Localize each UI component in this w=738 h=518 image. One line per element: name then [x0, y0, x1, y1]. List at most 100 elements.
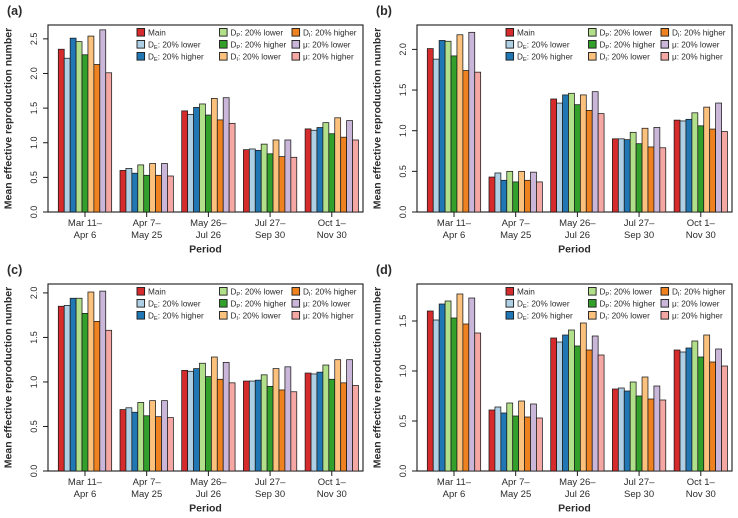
bar	[87, 35, 95, 213]
bar	[210, 356, 218, 472]
x-tick-label: Apr 7–	[133, 218, 162, 229]
bar	[612, 138, 619, 213]
bar	[623, 390, 631, 472]
bar	[494, 172, 502, 213]
bar	[629, 131, 637, 213]
bar	[322, 364, 330, 472]
bar	[131, 172, 139, 213]
legend-swatch	[219, 40, 228, 49]
bar	[530, 171, 537, 213]
bar	[426, 48, 434, 213]
bar	[149, 163, 156, 213]
x-tick-label: Jul 27–	[624, 477, 655, 488]
legend-swatch	[219, 52, 228, 61]
chart-b: (b) 0.0 0.5 1.0 1.5 2.0 Mean effective reprodu…	[372, 4, 733, 256]
bar	[346, 120, 353, 213]
x-tick-label: Mar 11–	[437, 218, 472, 229]
x-tick-label: Nov 30	[686, 489, 716, 500]
legend-swatch	[588, 40, 597, 49]
y-tick-label: 0.0	[29, 206, 39, 219]
legend-label: DE: 20% lower	[517, 299, 570, 310]
legend-swatch	[660, 28, 670, 37]
chart-a: (a) 0.0 0.5 1.0 1.5 2.0 2.5 Mean effective repr…	[3, 4, 364, 256]
bar	[617, 387, 625, 472]
y-axis: 0.0 0.5 1.0 1.5 2.0	[398, 43, 417, 218]
bar	[228, 122, 236, 213]
bar	[556, 341, 563, 472]
bar	[105, 329, 113, 472]
legend-label: μ: 20% lower	[303, 299, 351, 308]
legend-label: Main	[148, 28, 166, 37]
bar	[597, 354, 605, 472]
x-axis: Mar 11–Apr 6 Apr 7–May 25 May 26–Jul 26 Jul…	[437, 471, 716, 500]
bar	[75, 297, 83, 472]
legend-label: μ: 20% lower	[303, 40, 351, 49]
bar	[488, 176, 496, 213]
bar	[647, 146, 655, 213]
legend-label: DI: 20% higher	[672, 287, 726, 298]
legend-swatch	[588, 52, 597, 61]
y-tick-label: 1.0	[29, 376, 39, 389]
x-tick-label: May 25	[500, 230, 531, 241]
y-tick-label: 2.0	[398, 43, 408, 56]
x-tick-label: May 26–	[559, 218, 596, 229]
legend-swatch	[136, 28, 146, 37]
y-tick-label: 1.0	[398, 365, 408, 378]
bar	[161, 163, 168, 213]
x-tick-label: May 26–	[190, 218, 227, 229]
bar	[254, 149, 262, 213]
legend-swatch	[588, 299, 597, 308]
bar	[243, 149, 250, 213]
x-tick-label: May 25	[131, 230, 162, 241]
bar	[199, 103, 206, 213]
legend-swatch	[660, 52, 670, 61]
bar	[316, 127, 324, 213]
bar	[155, 416, 162, 472]
bar	[568, 92, 575, 213]
bar	[155, 174, 162, 213]
legend-label: DP: 20% lower	[600, 28, 653, 39]
legend-swatch	[136, 299, 146, 308]
x-tick-label: Jul 26	[196, 230, 221, 241]
bar	[260, 143, 268, 213]
x-tick-label: May 25	[500, 489, 531, 500]
bar	[518, 400, 525, 472]
y-tick-label: 0.5	[398, 415, 408, 428]
bar	[432, 319, 440, 472]
bar	[290, 156, 298, 213]
y-tick-label: 0.0	[29, 465, 39, 478]
bar	[574, 345, 581, 472]
legend-swatch	[291, 311, 301, 320]
x-tick-label: Apr 6	[443, 489, 466, 500]
y-axis: 0.0 0.5 1.0 1.5 2.0 2.5	[29, 33, 48, 219]
bar	[181, 110, 189, 213]
x-tick-label: Oct 1–	[318, 477, 347, 488]
bar	[612, 388, 619, 472]
legend-swatch	[505, 28, 515, 37]
y-axis-title: Mean effective reproduction number	[3, 28, 15, 209]
bar	[210, 98, 218, 213]
bar	[278, 156, 286, 213]
bar	[530, 403, 537, 472]
bar	[260, 374, 268, 472]
panel-c: (c) 0.0 0.5 1.0 1.5 2.0 Mean effective reprodu…	[0, 259, 369, 518]
chart-d: (d) 0.0 0.5 1.0 1.5 Mean effective reproducti…	[372, 263, 733, 515]
legend-label: DE: 20% lower	[517, 40, 570, 51]
bar	[653, 385, 661, 472]
bar	[266, 386, 274, 472]
bar	[254, 379, 262, 472]
x-tick-label: Apr 6	[443, 230, 466, 241]
bar	[340, 382, 347, 472]
bars	[57, 29, 359, 213]
bar	[266, 153, 274, 213]
panel-letter: (b)	[376, 4, 392, 18]
bar	[574, 104, 581, 213]
bar	[691, 112, 699, 213]
x-tick-label: Sep 30	[255, 230, 285, 241]
bar	[500, 412, 508, 472]
legend-swatch	[136, 40, 146, 49]
bar	[635, 143, 643, 213]
x-tick-label: Oct 1–	[687, 218, 716, 229]
x-tick-label: Apr 7–	[502, 477, 531, 488]
